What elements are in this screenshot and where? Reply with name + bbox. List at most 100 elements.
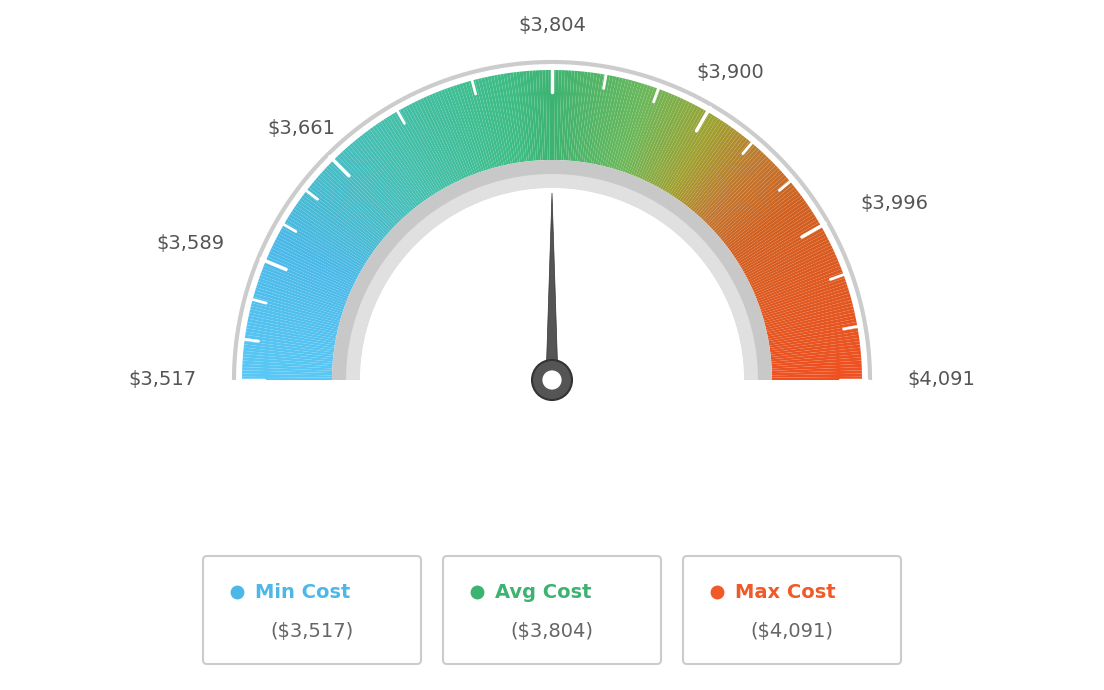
Wedge shape	[248, 313, 338, 334]
Wedge shape	[243, 348, 333, 359]
Wedge shape	[352, 141, 412, 212]
Wedge shape	[242, 373, 332, 377]
Wedge shape	[672, 120, 723, 197]
Wedge shape	[288, 214, 367, 264]
Wedge shape	[749, 242, 831, 284]
Wedge shape	[658, 108, 704, 188]
Wedge shape	[243, 361, 332, 368]
Wedge shape	[408, 104, 453, 185]
Wedge shape	[253, 297, 340, 323]
Wedge shape	[623, 86, 654, 172]
Wedge shape	[650, 102, 692, 184]
Wedge shape	[261, 272, 346, 306]
Wedge shape	[648, 101, 690, 183]
Wedge shape	[475, 79, 499, 167]
Wedge shape	[681, 129, 736, 204]
Wedge shape	[493, 75, 513, 164]
Wedge shape	[321, 170, 390, 233]
Wedge shape	[242, 371, 332, 375]
Wedge shape	[646, 99, 687, 182]
Wedge shape	[692, 141, 752, 212]
Wedge shape	[664, 113, 712, 192]
Wedge shape	[670, 118, 721, 195]
Wedge shape	[724, 188, 797, 245]
Wedge shape	[270, 248, 353, 288]
Wedge shape	[532, 70, 541, 161]
Wedge shape	[742, 222, 820, 270]
Wedge shape	[432, 93, 469, 177]
Wedge shape	[311, 182, 382, 241]
Wedge shape	[575, 72, 587, 161]
Wedge shape	[762, 287, 849, 317]
Wedge shape	[684, 133, 742, 206]
Wedge shape	[705, 159, 772, 224]
Wedge shape	[772, 367, 862, 373]
Wedge shape	[277, 233, 358, 278]
Wedge shape	[258, 278, 344, 310]
Wedge shape	[368, 129, 423, 204]
Wedge shape	[772, 364, 862, 371]
Wedge shape	[769, 338, 860, 353]
Wedge shape	[679, 128, 734, 202]
Wedge shape	[535, 70, 543, 160]
Wedge shape	[357, 137, 415, 209]
Wedge shape	[731, 200, 807, 255]
Wedge shape	[542, 70, 548, 160]
Wedge shape	[350, 144, 410, 213]
Wedge shape	[771, 344, 860, 357]
Wedge shape	[330, 161, 396, 226]
Wedge shape	[603, 78, 626, 166]
Wedge shape	[639, 95, 678, 179]
Wedge shape	[389, 115, 438, 193]
Wedge shape	[478, 78, 501, 166]
Wedge shape	[256, 284, 342, 314]
Wedge shape	[247, 319, 337, 339]
Wedge shape	[254, 290, 341, 319]
Wedge shape	[763, 293, 850, 321]
Wedge shape	[383, 118, 434, 195]
Wedge shape	[746, 233, 827, 278]
Wedge shape	[554, 70, 559, 160]
Wedge shape	[757, 269, 842, 304]
Wedge shape	[244, 341, 333, 355]
Wedge shape	[607, 80, 633, 168]
Wedge shape	[242, 377, 332, 380]
Wedge shape	[737, 214, 816, 264]
Wedge shape	[323, 168, 392, 231]
Wedge shape	[400, 108, 446, 188]
Wedge shape	[301, 195, 375, 250]
Wedge shape	[772, 357, 861, 366]
Wedge shape	[709, 163, 776, 228]
Wedge shape	[370, 128, 425, 202]
Wedge shape	[584, 73, 601, 163]
Wedge shape	[248, 315, 337, 337]
Wedge shape	[386, 117, 436, 195]
Wedge shape	[252, 299, 340, 325]
Wedge shape	[251, 303, 339, 328]
Wedge shape	[772, 373, 862, 377]
Wedge shape	[242, 364, 332, 371]
Wedge shape	[527, 71, 535, 161]
Wedge shape	[266, 257, 350, 295]
Wedge shape	[662, 112, 710, 190]
Wedge shape	[660, 110, 707, 190]
Text: $4,091: $4,091	[907, 371, 975, 389]
Text: Min Cost: Min Cost	[255, 582, 350, 602]
Wedge shape	[771, 348, 861, 359]
Wedge shape	[766, 313, 856, 334]
Wedge shape	[696, 146, 757, 215]
Wedge shape	[259, 275, 346, 308]
Wedge shape	[257, 281, 343, 312]
Wedge shape	[612, 81, 638, 169]
Wedge shape	[273, 242, 355, 284]
Wedge shape	[510, 72, 524, 162]
Wedge shape	[628, 90, 664, 175]
Wedge shape	[447, 87, 479, 173]
Wedge shape	[243, 354, 332, 364]
FancyBboxPatch shape	[443, 556, 661, 664]
Text: Max Cost: Max Cost	[735, 582, 836, 602]
Wedge shape	[744, 228, 824, 274]
Wedge shape	[556, 70, 562, 160]
Wedge shape	[761, 281, 847, 312]
Wedge shape	[268, 251, 352, 290]
